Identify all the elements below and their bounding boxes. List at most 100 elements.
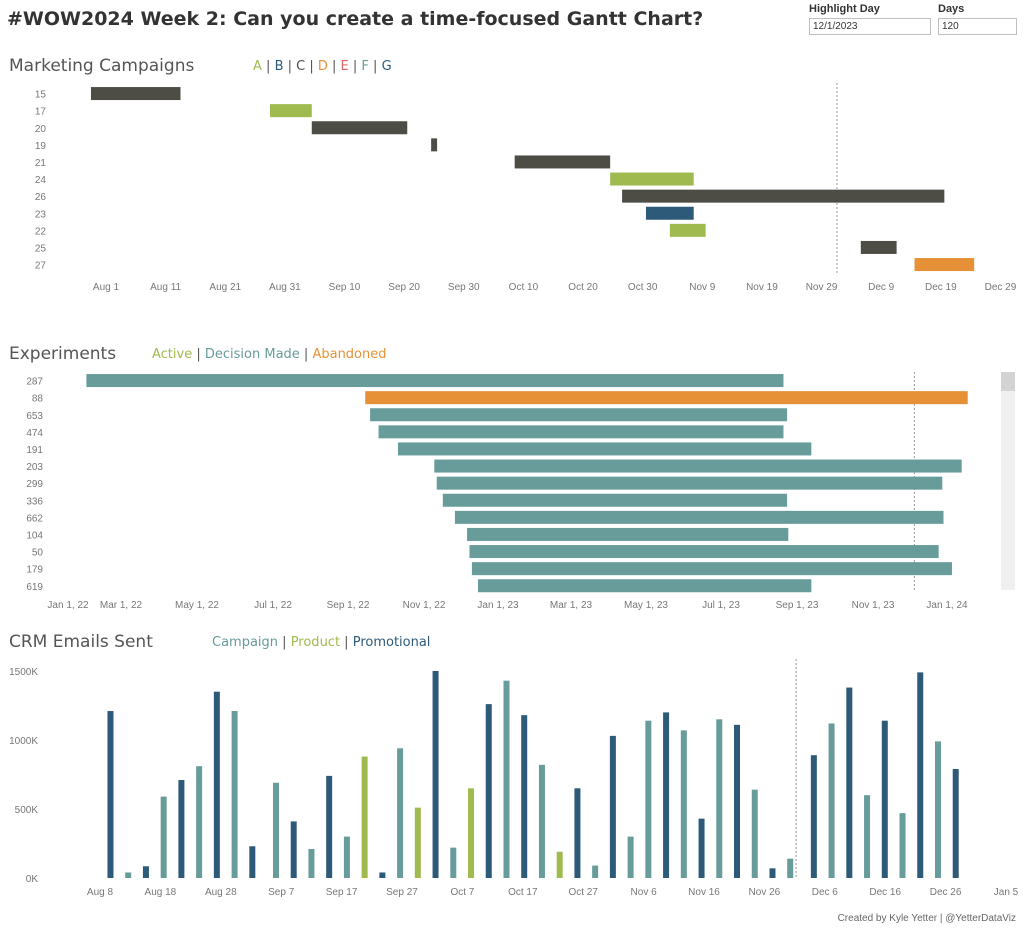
legend-item[interactable]: Campaign (212, 635, 279, 650)
legend-separator: | (278, 635, 291, 650)
crm-bar (680, 730, 687, 878)
x-tick-label: Oct 10 (509, 282, 539, 293)
gantt-bar (622, 189, 945, 203)
gantt-bar (311, 121, 408, 135)
crm-bar (556, 851, 563, 878)
x-tick-label: Dec 9 (868, 282, 895, 293)
y-tick-label: 1500K (9, 667, 38, 678)
row-label: 24 (35, 175, 47, 186)
crm-bar (864, 795, 871, 878)
crm-bar (828, 723, 835, 878)
row-label: 20 (35, 124, 47, 135)
x-tick-label: Nov 9 (689, 282, 716, 293)
crm-bar (810, 755, 817, 878)
gantt-bar (431, 138, 438, 152)
crm-bar (196, 766, 203, 878)
experiments-title: Experiments (9, 344, 117, 364)
x-tick-label: Nov 19 (746, 282, 778, 293)
row-label: 22 (35, 226, 47, 237)
crm-bar (249, 846, 256, 878)
legend-item[interactable]: F (361, 59, 369, 74)
gantt-bar (467, 527, 789, 541)
x-tick-label: Dec 16 (869, 887, 901, 898)
x-tick-label: Dec 29 (985, 282, 1017, 293)
legend-separator: | (283, 59, 297, 74)
page-title: #WOW2024 Week 2: Can you create a time-f… (7, 8, 704, 30)
crm-bar (716, 719, 723, 878)
x-tick-label: Aug 1 (93, 282, 120, 293)
gantt-bar (914, 258, 975, 272)
x-tick-label: Jul 1, 22 (254, 600, 292, 611)
legend-item[interactable]: A (253, 59, 262, 74)
x-tick-label: Sep 20 (388, 282, 420, 293)
row-label: 203 (26, 462, 43, 473)
legend-separator: | (305, 59, 318, 74)
legend-item[interactable]: Decision Made (204, 347, 300, 362)
crm-bar (609, 735, 616, 878)
gantt-bar (514, 155, 611, 169)
legend-item[interactable]: Active (152, 347, 193, 362)
highlight-day-label: Highlight Day (809, 3, 880, 15)
legend-item[interactable]: Promotional (352, 635, 431, 650)
legend-item[interactable]: Product (290, 635, 341, 650)
crm-bar (178, 780, 185, 878)
gantt-bar (270, 104, 312, 118)
crm-bar (379, 872, 386, 878)
row-label: 26 (35, 192, 47, 203)
crm-bar (290, 821, 297, 878)
x-tick-label: Jan 1, 24 (926, 600, 968, 611)
legend-item[interactable]: G (381, 59, 392, 74)
legend-item[interactable]: E (340, 59, 349, 74)
crm-bar (645, 720, 652, 878)
x-tick-label: Dec 26 (930, 887, 962, 898)
scrollbar-thumb[interactable] (1001, 372, 1015, 391)
row-label: 104 (26, 530, 43, 541)
gantt-bar (477, 579, 812, 593)
crm-bar (663, 712, 670, 878)
highlight-day-input[interactable]: 12/1/2023 (809, 18, 931, 35)
crm-bar (468, 788, 475, 878)
x-tick-label: Sep 1, 22 (327, 600, 370, 611)
x-tick-label: Jan 1, 23 (477, 600, 519, 611)
days-input[interactable]: 120 (938, 18, 1017, 35)
crm-bar (698, 818, 705, 878)
row-label: 19 (35, 141, 47, 152)
x-tick-label: Nov 29 (806, 282, 838, 293)
x-tick-label: Oct 20 (568, 282, 598, 293)
legend-item[interactable]: D (317, 59, 328, 74)
crm-bar (361, 756, 368, 878)
x-tick-label: Aug 8 (87, 887, 114, 898)
crm-bar (231, 711, 238, 878)
gantt-bar (90, 87, 181, 101)
legend-item[interactable]: C (296, 59, 306, 74)
crm-bar (308, 849, 315, 878)
legend-separator: | (261, 59, 275, 74)
experiments-scrollbar[interactable] (1001, 372, 1015, 590)
x-tick-label: Mar 1, 22 (100, 600, 143, 611)
x-tick-label: Nov 16 (688, 887, 720, 898)
gantt-bar (378, 425, 784, 439)
x-tick-label: Nov 26 (749, 887, 781, 898)
crm-bar (485, 704, 492, 878)
x-tick-label: Sep 7 (268, 887, 295, 898)
crm-bar (503, 680, 510, 878)
x-tick-label: Jan 5 (994, 887, 1019, 898)
x-tick-label: Oct 17 (508, 887, 538, 898)
crm-bar (142, 866, 149, 878)
legend-item[interactable]: B (274, 59, 284, 74)
legend-item[interactable]: Abandoned (312, 347, 387, 362)
gantt-bar (860, 240, 897, 254)
legend-separator: | (348, 59, 362, 74)
crm-bar (107, 711, 114, 878)
crm-bar (934, 741, 941, 878)
x-tick-label: Sep 17 (326, 887, 358, 898)
row-label: 21 (35, 158, 47, 169)
crm-bar (397, 748, 404, 878)
row-label: 287 (26, 377, 43, 388)
marketing-legend: A | B | C | D | E | F | G (253, 59, 392, 74)
crm-bar (787, 858, 794, 878)
gantt-bar (397, 442, 812, 456)
legend-separator: | (327, 59, 341, 74)
crm-bar (538, 764, 545, 878)
x-tick-label: Aug 11 (150, 282, 181, 293)
